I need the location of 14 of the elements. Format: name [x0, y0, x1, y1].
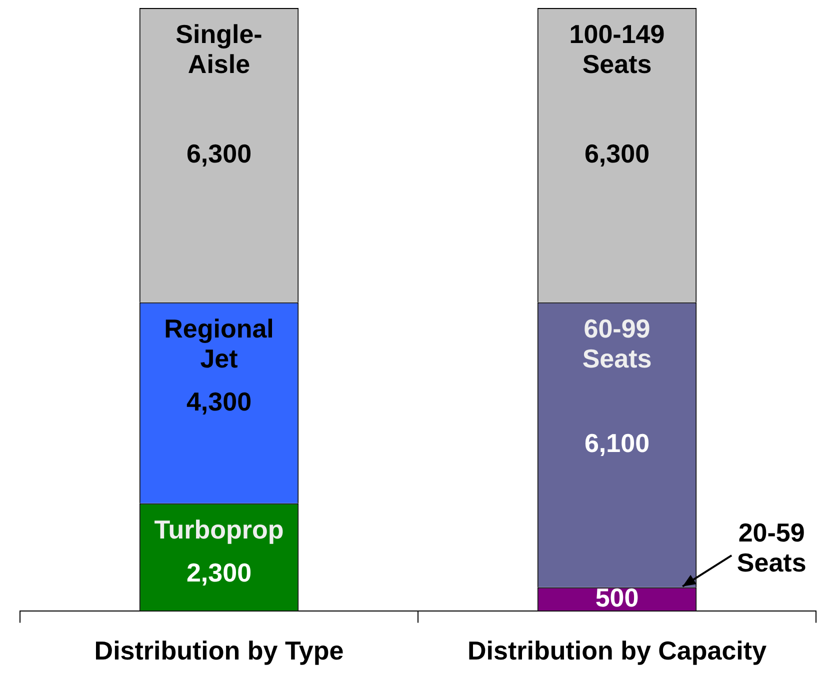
- annotation: 100-149 Seats: [569, 19, 665, 80]
- data-label: 500: [595, 582, 639, 612]
- data-label: 6,100: [584, 428, 650, 458]
- annotation: Turboprop: [154, 514, 284, 544]
- annotation: 60-99 Seats: [582, 314, 652, 374]
- data-label: 2,300: [186, 557, 252, 588]
- annotation: 20-59 Seats: [736, 518, 806, 578]
- annotation: Single-Aisle: [176, 19, 262, 80]
- x-tick-label: Distribution by Capacity: [467, 636, 768, 666]
- data-label: 6,300: [584, 138, 650, 168]
- annotation: Regional Jet: [164, 314, 274, 374]
- data-label: 6,300: [186, 138, 252, 168]
- x-tick-label: Distribution by Type: [94, 636, 344, 666]
- data-label: 4,300: [186, 386, 252, 417]
